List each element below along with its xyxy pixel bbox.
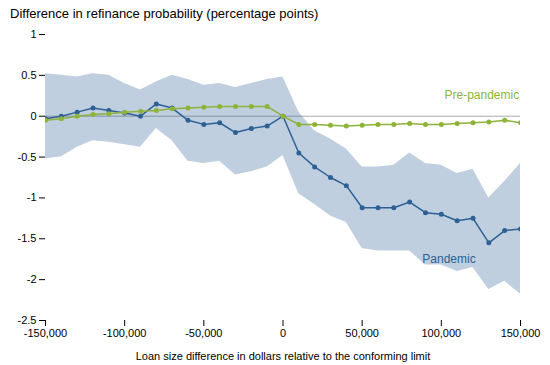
svg-text:100,000: 100,000 [421,327,461,339]
svg-text:-2: -2 [27,273,37,285]
svg-text:-0.5: -0.5 [18,151,37,163]
svg-text:0: 0 [280,327,286,339]
svg-text:-1: -1 [27,191,37,203]
svg-text:-1.5: -1.5 [18,232,37,244]
svg-text:50,000: 50,000 [345,327,379,339]
svg-text:0.5: 0.5 [21,69,36,81]
svg-text:Pandemic: Pandemic [422,252,475,266]
svg-text:0: 0 [30,110,36,122]
svg-text:Pre-pandemic: Pre-pandemic [445,88,520,102]
svg-text:-150,000: -150,000 [24,327,67,339]
svg-text:-50,000: -50,000 [185,327,222,339]
svg-text:Loan size difference in dollar: Loan size difference in dollars relative… [136,350,431,362]
svg-text:150,000: 150,000 [501,327,541,339]
html-text:Difference in refinance probab: Difference in refinance probability (per… [10,6,319,21]
svg-text:-100,000: -100,000 [103,327,146,339]
svg-text:-2.5: -2.5 [18,314,37,326]
svg-text:1: 1 [30,28,36,40]
